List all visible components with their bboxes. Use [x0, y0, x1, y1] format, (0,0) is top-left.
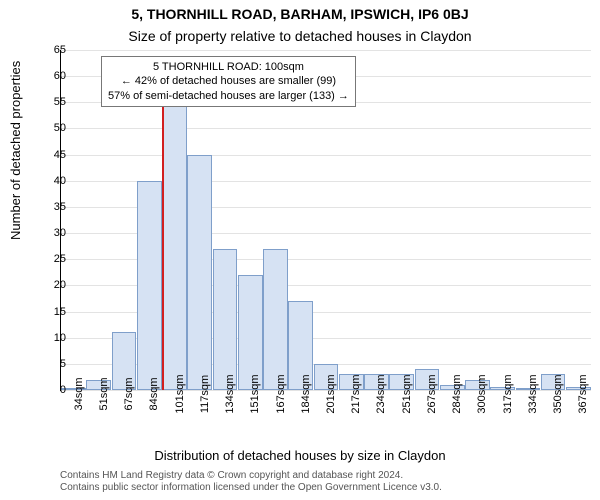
chart-title: 5, THORNHILL ROAD, BARHAM, IPSWICH, IP6 … — [0, 6, 600, 22]
y-tick-label: 25 — [36, 253, 66, 265]
y-tick-label: 30 — [36, 227, 66, 239]
x-tick-label: 367sqm — [577, 374, 589, 413]
x-tick-label: 184sqm — [300, 374, 312, 413]
x-axis-label: Distribution of detached houses by size … — [0, 448, 600, 463]
y-tick-label: 65 — [36, 44, 66, 56]
footer-line-1: Contains HM Land Registry data © Crown c… — [60, 470, 590, 482]
marker-line — [162, 76, 164, 390]
x-tick-label: 34sqm — [73, 377, 85, 410]
chart-subtitle: Size of property relative to detached ho… — [0, 28, 600, 44]
y-tick-label: 55 — [36, 96, 66, 108]
x-tick-label: 101sqm — [174, 374, 186, 413]
footer-line-2: Contains public sector information licen… — [60, 482, 590, 494]
y-tick-label: 45 — [36, 149, 66, 161]
histogram-bar — [213, 249, 238, 390]
chart-container: 5, THORNHILL ROAD, BARHAM, IPSWICH, IP6 … — [0, 0, 600, 500]
gridline — [61, 155, 591, 156]
x-tick-label: 267sqm — [426, 374, 438, 413]
y-tick-label: 15 — [36, 306, 66, 318]
x-tick-label: 251sqm — [401, 374, 413, 413]
x-tick-label: 151sqm — [249, 374, 261, 413]
x-tick-label: 334sqm — [527, 374, 539, 413]
y-tick-label: 10 — [36, 332, 66, 344]
x-tick-label: 217sqm — [350, 374, 362, 413]
x-tick-label: 300sqm — [476, 374, 488, 413]
x-tick-label: 317sqm — [502, 374, 514, 413]
y-tick-label: 60 — [36, 70, 66, 82]
x-tick-label: 201sqm — [325, 374, 337, 413]
x-tick-label: 284sqm — [451, 374, 463, 413]
annotation-line-1: 5 THORNHILL ROAD: 100sqm — [108, 60, 349, 74]
x-tick-label: 234sqm — [375, 374, 387, 413]
y-tick-label: 35 — [36, 201, 66, 213]
plot-area: 5 THORNHILL ROAD: 100sqm ← 42% of detach… — [60, 50, 591, 391]
histogram-bar — [263, 249, 288, 390]
x-tick-label: 350sqm — [552, 374, 564, 413]
histogram-bar — [137, 181, 162, 390]
y-tick-label: 40 — [36, 175, 66, 187]
y-axis-label: Number of detached properties — [8, 61, 23, 240]
x-tick-label: 67sqm — [123, 377, 135, 410]
x-tick-label: 117sqm — [199, 375, 211, 413]
y-tick-label: 5 — [36, 358, 66, 370]
footer-attribution: Contains HM Land Registry data © Crown c… — [60, 470, 590, 494]
annotation-box: 5 THORNHILL ROAD: 100sqm ← 42% of detach… — [101, 56, 356, 107]
x-tick-label: 167sqm — [275, 374, 287, 413]
x-tick-label: 84sqm — [148, 377, 160, 410]
gridline — [61, 128, 591, 129]
histogram-bar — [187, 155, 212, 390]
histogram-bar — [238, 275, 263, 390]
histogram-bar — [162, 102, 187, 390]
gridline — [61, 50, 591, 51]
annotation-line-3: 57% of semi-detached houses are larger (… — [108, 89, 349, 103]
x-tick-label: 51sqm — [98, 377, 110, 410]
y-tick-label: 20 — [36, 279, 66, 291]
x-tick-label: 134sqm — [224, 374, 236, 413]
y-tick-label: 50 — [36, 122, 66, 134]
annotation-line-2: ← 42% of detached houses are smaller (99… — [108, 74, 349, 88]
y-tick-label: 0 — [36, 384, 66, 396]
